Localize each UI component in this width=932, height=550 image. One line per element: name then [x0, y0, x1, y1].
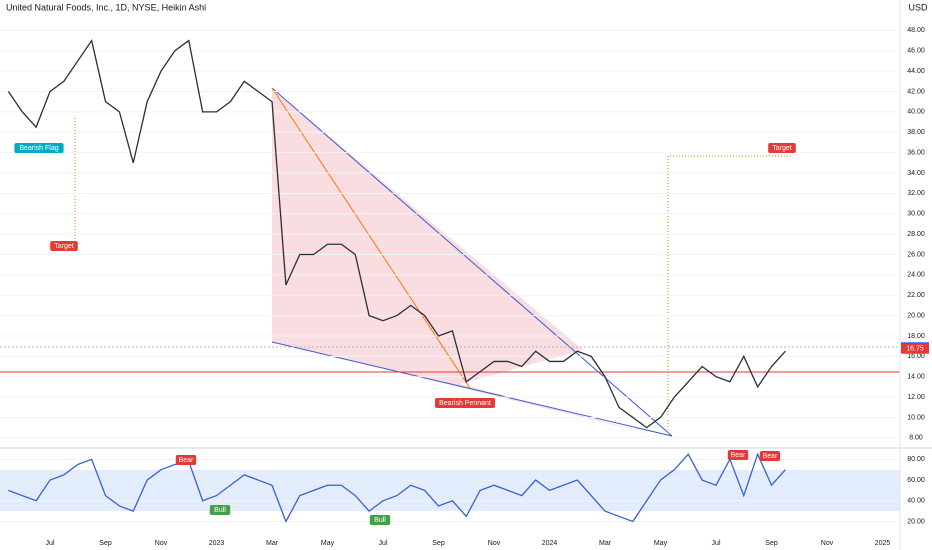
y-tick-label: 20.00 — [907, 312, 925, 319]
x-tick-label: Sep — [432, 540, 445, 547]
x-tick-label: Mar — [266, 540, 279, 547]
annotation-box — [14, 143, 64, 153]
annotation-label: Bear — [179, 457, 194, 464]
y-tick-label: 22.00 — [907, 292, 925, 299]
price-series — [7, 38, 786, 429]
y-tick-label: 46.00 — [907, 48, 925, 55]
y-tick-label: 40.00 — [907, 109, 925, 116]
annotation-label: Target — [54, 243, 74, 250]
y-tick-label: 24.00 — [907, 272, 925, 279]
annotation-box — [369, 515, 391, 525]
annotation: Bear — [175, 455, 197, 465]
annotation-label: Bull — [374, 517, 386, 524]
price-series — [8, 452, 786, 524]
x-tick-label: Jul — [379, 540, 388, 547]
annotation: Bearish Pennant — [435, 398, 495, 408]
y-tick-label: 36.00 — [907, 149, 925, 156]
x-tick-label: May — [654, 540, 668, 547]
x-tick-label: Sep — [99, 540, 112, 547]
annotation: Bull — [209, 505, 231, 515]
y-tick-label: 28.00 — [907, 231, 925, 238]
y-tick-label: 34.00 — [907, 170, 925, 177]
annotation-box — [435, 398, 495, 408]
x-tick-label: 2024 — [542, 540, 558, 547]
price-tag-label: 16.75 — [906, 346, 924, 353]
annotation-label: Bear — [763, 453, 778, 460]
y-tick-label: 26.00 — [907, 251, 925, 258]
y-tick-label: 44.00 — [907, 68, 925, 75]
trend-line — [271, 87, 471, 389]
x-tick-label: 2025 — [875, 540, 891, 547]
x-tick-label: Jul — [712, 540, 721, 547]
x-tick-label: Sep — [765, 540, 778, 547]
annotation-box — [175, 455, 197, 465]
y-tick-label: 16.00 — [907, 353, 925, 360]
y-tick-label: 42.00 — [907, 88, 925, 95]
annotation-label: Bearish Pennant — [439, 400, 491, 407]
y-tick-label: 30.00 — [907, 211, 925, 218]
annotation: Bearish Flag — [14, 143, 64, 153]
y-tick-label: 14.00 — [907, 374, 925, 381]
annotation-box — [209, 505, 231, 515]
x-tick-label: Nov — [821, 540, 834, 547]
annotation-box — [768, 143, 796, 153]
annotation: Bear — [727, 450, 749, 460]
wedge-lower — [271, 341, 673, 437]
y-tick-label: 40.00 — [907, 498, 925, 505]
y-tick-label: 12.00 — [907, 394, 925, 401]
wedge-fill — [272, 88, 660, 436]
annotation-box — [759, 451, 781, 461]
y-tick-label: 10.00 — [907, 414, 925, 421]
annotation-label: Bearish Flag — [19, 145, 58, 152]
y-tick-label: 18.00 — [907, 333, 925, 340]
chart-title: United Natural Foods, Inc., 1D, NYSE, He… — [6, 2, 206, 12]
x-tick-label: Mar — [599, 540, 612, 547]
x-tick-label: 2023 — [209, 540, 225, 547]
annotation: Target — [768, 143, 796, 153]
annotation: Target — [50, 241, 78, 251]
annotation-box — [50, 241, 78, 251]
y-tick-label: 8.00 — [909, 435, 923, 442]
annotation-box — [727, 450, 749, 460]
rsi-band — [0, 470, 900, 511]
x-tick-label: Nov — [155, 540, 168, 547]
annotation-label: Target — [772, 145, 792, 152]
y-tick-label: 80.00 — [907, 456, 925, 463]
y-tick-label: 32.00 — [907, 190, 925, 197]
annotation-label: Bear — [731, 452, 746, 459]
annotation: Bear — [759, 451, 781, 461]
y-tick-label: 60.00 — [907, 477, 925, 484]
y-tick-label: 48.00 — [907, 27, 925, 34]
y-tick-label: 20.00 — [907, 518, 925, 525]
x-tick-label: Nov — [488, 540, 501, 547]
x-tick-label: Jul — [46, 540, 55, 547]
annotation: Bull — [369, 515, 391, 525]
x-tick-label: May — [321, 540, 335, 547]
annotation-label: Bull — [214, 507, 226, 514]
target-line — [667, 155, 792, 436]
price-tag — [901, 343, 929, 354]
currency: USD — [908, 2, 928, 12]
y-tick-label: 38.00 — [907, 129, 925, 136]
